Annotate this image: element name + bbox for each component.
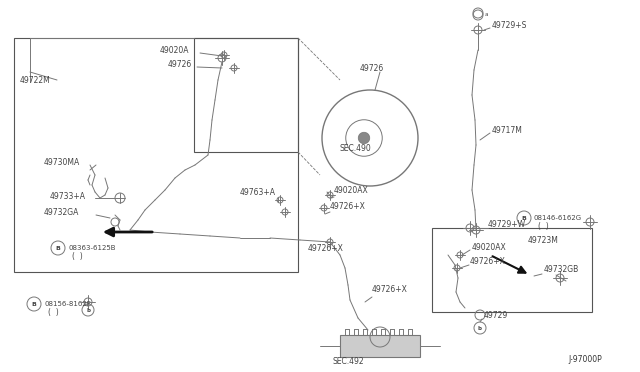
Text: 49722M: 49722M: [20, 76, 51, 84]
Text: 49726: 49726: [360, 64, 384, 73]
Text: 49726+X: 49726+X: [330, 202, 366, 211]
Text: 49020AX: 49020AX: [472, 243, 507, 251]
Text: (  ): ( ): [48, 308, 59, 317]
Text: b: b: [478, 326, 482, 330]
Bar: [340, 335, 420, 357]
Text: 49733+A: 49733+A: [50, 192, 86, 201]
Text: 49717M: 49717M: [492, 125, 523, 135]
Bar: [194, 38, 298, 152]
Text: a: a: [485, 12, 488, 16]
Text: 49729+W: 49729+W: [488, 219, 526, 228]
Text: 08363-6125B: 08363-6125B: [68, 245, 115, 251]
Text: J-97000P: J-97000P: [568, 356, 602, 365]
Bar: [432, 228, 592, 312]
Text: B: B: [31, 301, 36, 307]
Text: 49726+X: 49726+X: [372, 285, 408, 295]
Text: 49726: 49726: [168, 60, 192, 68]
Text: 49729+S: 49729+S: [492, 20, 527, 29]
Text: b: b: [86, 308, 90, 312]
Text: SEC.490: SEC.490: [339, 144, 371, 153]
Text: 08156-8162F: 08156-8162F: [44, 301, 91, 307]
Text: 49729: 49729: [484, 311, 508, 321]
Text: 49732GB: 49732GB: [544, 266, 579, 275]
Text: 49726+X: 49726+X: [308, 244, 344, 253]
Text: SEC.492: SEC.492: [332, 357, 364, 366]
Bar: [14, 38, 298, 272]
Circle shape: [358, 132, 370, 144]
Text: 49726+X: 49726+X: [470, 257, 506, 266]
Text: B: B: [522, 215, 527, 221]
Text: 49730MA: 49730MA: [44, 157, 80, 167]
Text: B: B: [56, 246, 60, 250]
Text: 49732GA: 49732GA: [44, 208, 79, 217]
Text: 49020AX: 49020AX: [334, 186, 369, 195]
Text: (  ): ( ): [538, 221, 548, 231]
Text: (  ): ( ): [72, 251, 83, 260]
Text: 49763+A: 49763+A: [240, 187, 276, 196]
Text: 49020A: 49020A: [160, 45, 189, 55]
Text: 49723M: 49723M: [528, 235, 559, 244]
Text: 08146-6162G: 08146-6162G: [534, 215, 582, 221]
